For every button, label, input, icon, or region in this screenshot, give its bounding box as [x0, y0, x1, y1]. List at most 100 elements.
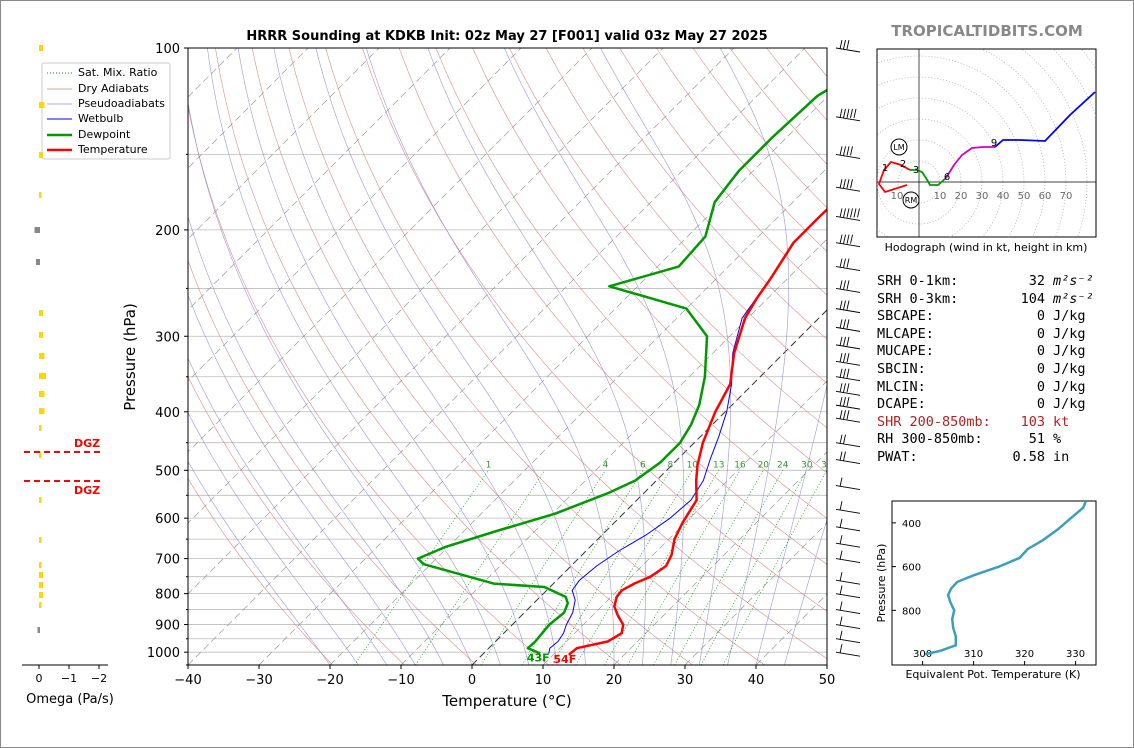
wind-barb-flag: [846, 179, 850, 189]
stat-label: SBCAPE:: [877, 308, 934, 325]
y-tick-label: 300: [155, 330, 180, 345]
wind-barb-flag: [839, 319, 843, 329]
wind-barb-flag: [846, 353, 850, 363]
x-tick-label: 10: [535, 673, 552, 688]
wind-barb: [835, 630, 861, 644]
isotherm: [188, 48, 522, 382]
hodograph-ring-label: 40: [997, 191, 1010, 202]
x-tick-label: 20: [606, 673, 623, 688]
storm-motion-label: RM: [905, 196, 918, 205]
isotherm: [188, 48, 593, 453]
theta-e-xlabel: Equivalent Pot. Temperature (K): [905, 668, 1080, 681]
mixing-ratio-line: [700, 470, 808, 665]
stat-value: 32: [1028, 273, 1045, 289]
skewt-frame: [187, 47, 828, 666]
brand-watermark: TROPICALTIDBITS.COM: [891, 22, 1083, 40]
wind-barb: [835, 280, 861, 293]
legend-item: Temperature: [77, 143, 148, 156]
wind-barb-flag: [846, 146, 850, 156]
wind-barb-flag: [839, 179, 843, 189]
wind-barb: [835, 258, 861, 271]
wind-barb-flag: [843, 108, 846, 118]
wind-barb-flag: [850, 234, 853, 244]
legend-box: [41, 62, 171, 160]
stat-row: MLCAPE: 0 J/kg: [877, 326, 1086, 342]
wind-barb: [835, 108, 861, 122]
stat-value: 0: [1036, 308, 1045, 325]
theta-e-ylabel: Pressure (hPa): [875, 544, 888, 623]
wind-barb-flag: [839, 644, 843, 654]
wind-barb-flag: [850, 108, 853, 118]
stat-value: 0.58: [1012, 449, 1045, 465]
omega-bar: [39, 425, 42, 431]
wind-barb-flag: [846, 336, 850, 346]
wind-barb-flag: [843, 353, 846, 363]
wind-barb: [835, 518, 861, 532]
mixing-ratio-label: 13: [713, 460, 724, 470]
wind-barb-flag: [839, 550, 843, 560]
omega-panel: 0 −1 −2: [22, 45, 108, 685]
hodograph-ring-label: 20: [955, 191, 968, 202]
legend-item: Sat. Mix. Ratio: [78, 66, 158, 79]
omega-tick-label: −1: [61, 672, 77, 685]
omega-bar: [39, 582, 43, 588]
stat-row: SRH 0-3km: 104 m²s⁻²: [877, 290, 1094, 307]
mixing-ratio-line: [652, 470, 764, 665]
wind-barb-flag: [839, 616, 843, 626]
stat-unit: J/kg: [1053, 378, 1086, 395]
mixing-ratio-label: 36: [821, 460, 833, 470]
wind-barb-flag: [843, 300, 846, 310]
wind-barb-flag: [843, 434, 846, 444]
hodograph-ring-label: 70: [1060, 191, 1073, 202]
wind-barb-flag: [850, 179, 853, 189]
omega-bar: [34, 227, 40, 233]
dry-adiabat: [472, 48, 827, 474]
skewt-ylabel: Pressure (hPa): [121, 303, 139, 411]
wind-barb-flag: [843, 336, 846, 346]
dgz-label: DGZ: [74, 484, 100, 497]
wind-barb-flag: [846, 258, 850, 268]
stat-value: 0: [1036, 361, 1045, 377]
wind-barb-flag: [839, 39, 843, 50]
dry-adiabat: [582, 48, 827, 340]
omega-bar: [39, 537, 42, 543]
x-tick-label: −40: [174, 673, 201, 688]
dry-adiabat: [188, 375, 405, 665]
y-tick-label: 700: [155, 553, 180, 568]
wind-barb: [835, 179, 861, 192]
omega-bar: [39, 373, 46, 379]
wind-barb-flag: [839, 280, 843, 290]
theta-y-tick-label: 800: [902, 606, 921, 617]
y-tick-label: 100: [155, 42, 180, 57]
omega-bar: [36, 259, 40, 265]
theta-e-line: [924, 501, 1087, 656]
chart-title: HRRR Sounding at KDKB Init: 02z May 27 […: [246, 29, 767, 44]
hodograph-ring-label: 30: [976, 191, 989, 202]
theta-x-tick-label: 320: [1015, 649, 1034, 660]
wind-barb-flag: [839, 572, 843, 582]
stat-value: 0: [1036, 396, 1045, 413]
wind-barb: [835, 535, 861, 548]
mixing-ratio-line: [674, 470, 784, 665]
pseudoadiabat: [237, 48, 530, 665]
hodograph-label: Hodograph (wind in kt, height in km): [885, 241, 1088, 254]
isotherm: [684, 522, 827, 665]
wind-barb-flag: [843, 410, 846, 420]
stat-label: PWAT:: [877, 449, 918, 465]
y-tick-label: 400: [155, 406, 180, 421]
wind-barb: [835, 353, 861, 366]
wind-barb-flag: [846, 397, 850, 407]
theta-e-plot: 300 310 320 330 400 600 800: [892, 501, 1087, 665]
wind-barb-flag: [846, 234, 850, 244]
wind-barb: [835, 572, 861, 585]
wind-barb-flag: [846, 39, 850, 50]
omega-bar: [39, 572, 43, 578]
isotherm: [188, 48, 806, 665]
stat-label: SRH 0-3km:: [877, 290, 959, 307]
stat-value: 51: [1028, 431, 1045, 448]
pseudoadiabat: [188, 460, 331, 665]
legend-item: Pseudoadiabats: [78, 97, 165, 110]
wind-barb-flag: [839, 258, 843, 268]
wind-barb-flag: [839, 300, 843, 310]
wind-barb-flag: [843, 319, 846, 329]
